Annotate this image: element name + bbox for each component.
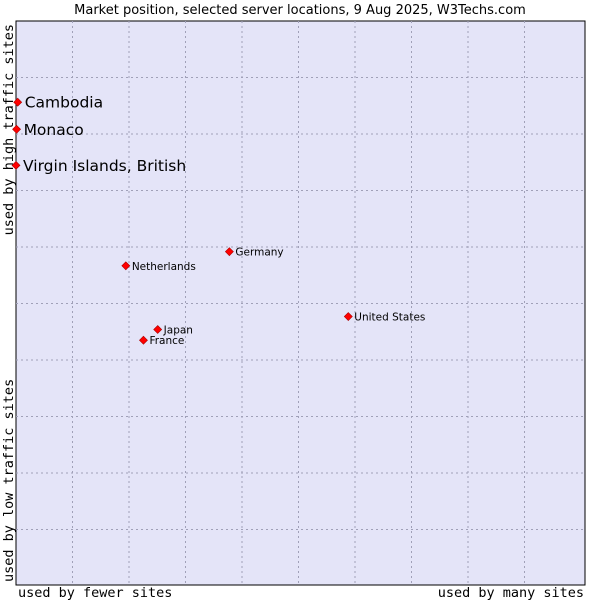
point-marker xyxy=(12,124,21,134)
data-point-monaco: Monaco xyxy=(12,121,84,139)
data-point-germany: Germany xyxy=(224,247,284,259)
chart-title: Market position, selected server locatio… xyxy=(74,3,526,18)
plot-area xyxy=(15,20,586,586)
point-marker xyxy=(11,160,21,170)
data-point-cambodia: Cambodia xyxy=(13,94,103,112)
point-label: Germany xyxy=(235,247,283,259)
point-label: Japan xyxy=(163,325,193,337)
x-axis-label-right: used by many sites xyxy=(438,585,584,600)
data-point-france: France xyxy=(139,335,184,347)
point-label: United States xyxy=(354,312,425,324)
data-point-united-states: United States xyxy=(343,312,425,324)
point-label: Cambodia xyxy=(25,94,103,112)
point-label: France xyxy=(149,335,184,347)
point-marker xyxy=(139,335,148,345)
point-label: Monaco xyxy=(24,121,84,139)
point-marker xyxy=(343,312,353,321)
x-axis-label-left: used by fewer sites xyxy=(18,585,172,600)
data-point-netherlands: Netherlands xyxy=(121,261,196,273)
point-marker xyxy=(153,325,163,334)
data-point-japan: Japan xyxy=(153,325,193,337)
point-label: Netherlands xyxy=(132,261,196,273)
y-axis-label-bottom: used by low traffic sites xyxy=(1,379,17,582)
y-axis-label-top: used by high traffic sites xyxy=(1,24,17,235)
data-point-virgin-islands-british: Virgin Islands, British xyxy=(11,157,186,175)
grid-lines xyxy=(16,21,585,585)
data-points: Cambodia Monaco Virgin Islands, British Ger… xyxy=(11,94,425,347)
point-marker xyxy=(121,261,131,271)
point-label: Virgin Islands, British xyxy=(23,157,186,175)
point-marker xyxy=(13,97,23,107)
point-marker xyxy=(224,247,234,257)
